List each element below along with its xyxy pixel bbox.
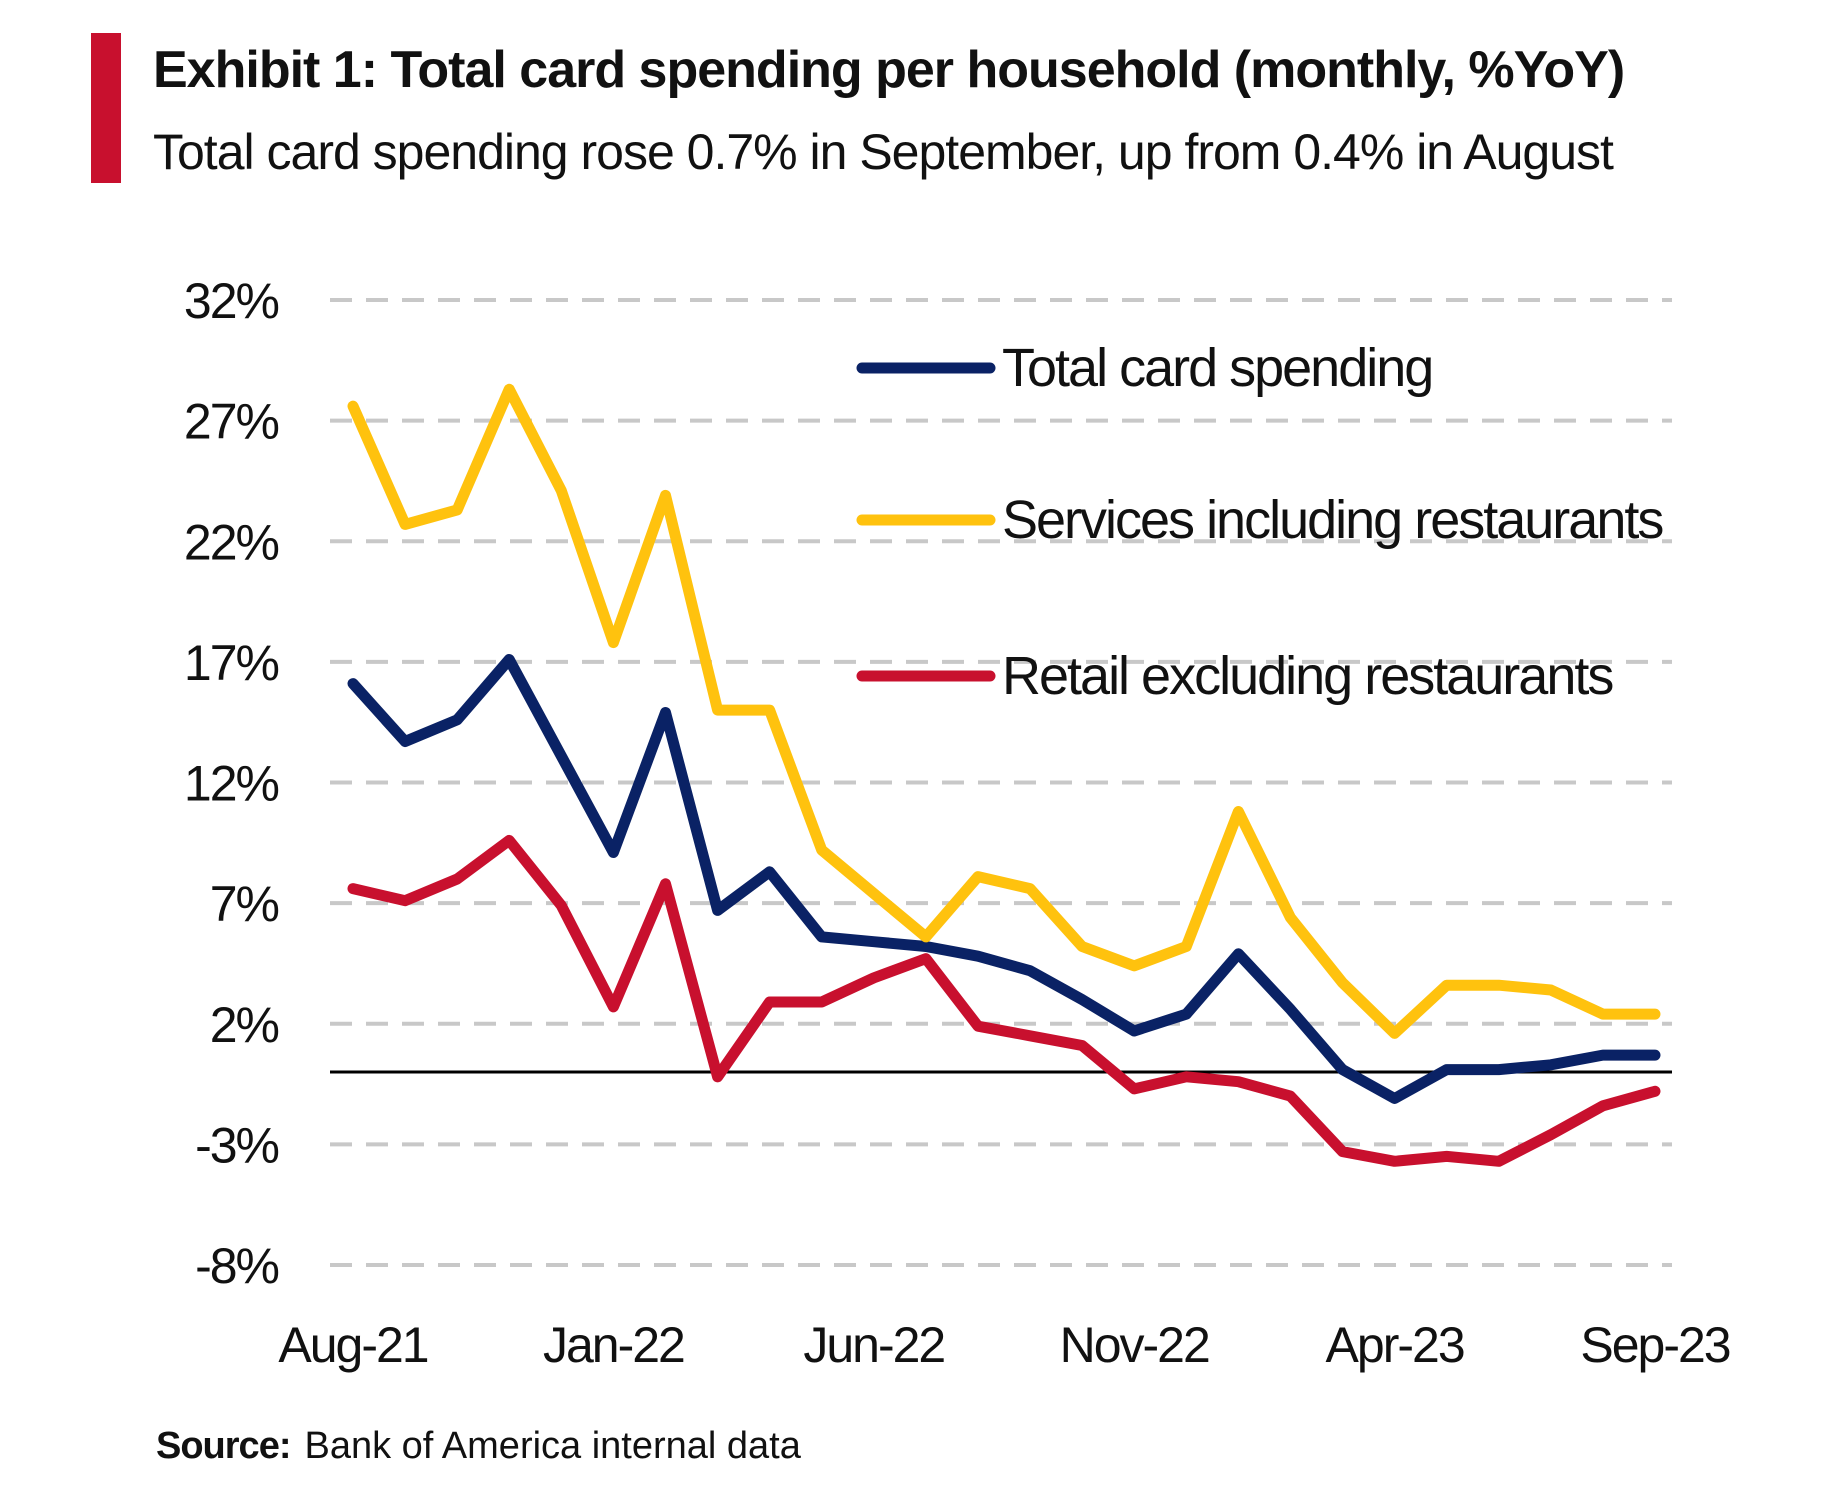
source-label: Source: — [156, 1425, 291, 1467]
y-tick-label: 17% — [184, 635, 279, 691]
x-tick-label: Apr-23 — [1326, 1317, 1464, 1373]
x-tick-label: Jun-22 — [803, 1317, 944, 1373]
chart-subtitle: Total card spending rose 0.7% in Septemb… — [153, 124, 1614, 180]
series-line — [347, 654, 1661, 1104]
legend-label: Retail excluding restaurants — [1002, 646, 1613, 706]
y-tick-label: -3% — [195, 1117, 278, 1173]
y-tick-label: 7% — [210, 876, 279, 932]
y-tick-label: 27% — [184, 394, 279, 450]
y-tick-label: 2% — [210, 997, 279, 1053]
series-line — [347, 383, 1661, 1039]
source-text: Bank of America internal data — [304, 1425, 801, 1467]
gridlines — [330, 298, 1672, 1267]
x-tick-label: Aug-21 — [278, 1317, 427, 1373]
series-lines — [347, 383, 1661, 1167]
legend: Total card spending Services including re… — [856, 338, 1665, 706]
y-axis-tick-labels: -8% -3% 2% 7% 12% 17% 22% 27% 32% — [184, 273, 281, 1294]
source-note: Source: Bank of America internal data — [156, 1427, 801, 1465]
legend-label: Services including restaurants — [1002, 490, 1663, 550]
series-line — [347, 834, 1661, 1167]
x-tick-label: Nov-22 — [1060, 1317, 1209, 1373]
x-tick-label: Sep-23 — [1580, 1317, 1729, 1373]
y-tick-label: -8% — [195, 1238, 278, 1294]
x-axis-tick-labels: Aug-21 Jan-22 Jun-22 Nov-22 Apr-23 Sep-23 — [278, 1317, 1731, 1373]
legend-label: Total card spending — [1002, 338, 1432, 398]
x-tick-label: Jan-22 — [543, 1317, 684, 1373]
y-tick-label: 32% — [184, 273, 279, 329]
y-tick-label: 22% — [184, 514, 279, 570]
y-tick-label: 12% — [184, 756, 279, 812]
chart-title: Exhibit 1: Total card spending per house… — [153, 41, 1625, 99]
accent-bar — [91, 33, 121, 183]
